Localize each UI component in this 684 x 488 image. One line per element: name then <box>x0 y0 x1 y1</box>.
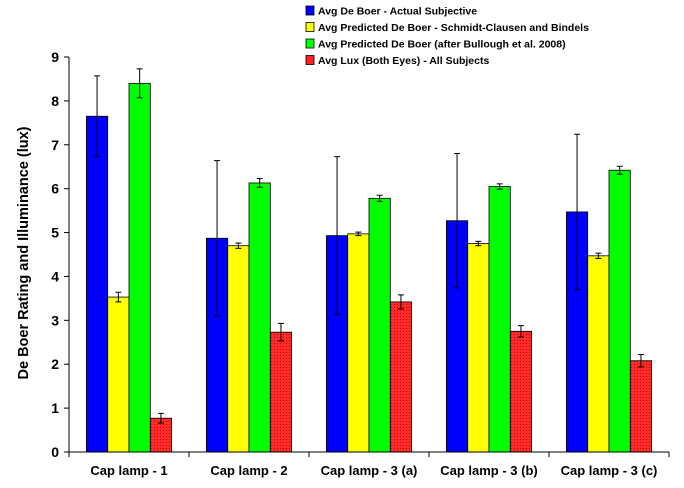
bar <box>227 245 250 453</box>
bar <box>608 169 631 453</box>
error-bars-group <box>94 68 644 424</box>
legend-label: Avg De Boer - Actual Subjective <box>318 6 477 18</box>
bar <box>629 360 652 453</box>
y-tick-label: 2 <box>51 356 59 372</box>
legend-label: Avg Predicted De Boer (after Bullough et… <box>318 39 566 51</box>
bar <box>347 233 370 453</box>
bar <box>587 255 610 453</box>
x-tick-label: Cap lamp - 3 (b) <box>440 463 538 478</box>
y-tick-label: 0 <box>51 444 59 460</box>
x-axis: Cap lamp - 1 Cap lamp - 2 Cap lamp - 3 (a)… <box>68 451 670 478</box>
y-tick-label: 3 <box>51 312 59 328</box>
y-axis-label: De Boer Rating and Illuminance (lux) <box>16 126 32 379</box>
bar <box>467 243 490 453</box>
x-tick-label: Cap lamp - 2 <box>210 463 287 478</box>
y-tick-label: 7 <box>51 137 59 153</box>
y-tick-label: 8 <box>51 93 59 109</box>
legend-swatch <box>305 55 315 65</box>
x-tick-label: Cap lamp - 1 <box>90 463 167 478</box>
y-tick-label: 5 <box>51 225 59 241</box>
bars-group <box>86 82 652 453</box>
y-axis: 0 1 2 3 4 5 6 7 8 9 <box>51 49 70 460</box>
legend-swatch <box>305 38 315 49</box>
bar <box>248 182 271 453</box>
y-tick-label: 9 <box>51 49 59 65</box>
bar <box>107 296 130 453</box>
legend-swatch <box>305 22 315 32</box>
legend-label: Avg Lux (Both Eyes) - All Subjects <box>318 55 489 67</box>
chart-legend: Avg De Boer - Actual Subjective Avg Predi… <box>305 5 589 67</box>
y-tick-label: 1 <box>51 400 59 416</box>
bar <box>509 330 532 453</box>
bar <box>128 82 151 453</box>
y-tick-label: 6 <box>51 181 59 197</box>
bar <box>86 115 109 453</box>
legend-label: Avg Predicted De Boer - Schmidt-Clausen … <box>318 22 589 34</box>
bar <box>389 301 412 453</box>
x-tick-label: Cap lamp - 3 (a) <box>321 463 418 478</box>
x-tick-label: Cap lamp - 3 (c) <box>561 463 658 478</box>
legend-swatch <box>305 5 315 16</box>
y-tick-label: 4 <box>51 268 59 284</box>
bar <box>488 186 511 453</box>
bar <box>368 197 391 453</box>
bar <box>269 331 292 453</box>
